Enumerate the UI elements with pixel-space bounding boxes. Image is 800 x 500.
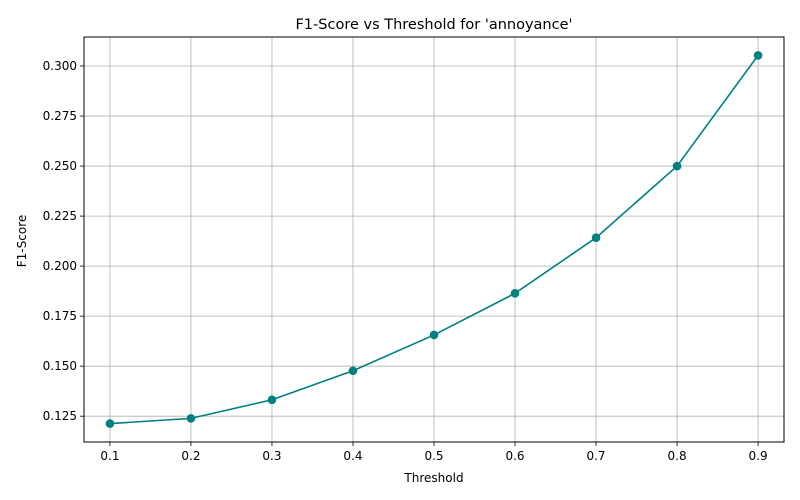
series-layer (105, 51, 763, 428)
y-tick-label: 0.175 (43, 309, 77, 323)
data-point (429, 330, 439, 340)
y-tick-label: 0.225 (43, 209, 77, 223)
axis-ticks: 0.1 0.2 0.3 0.4 0.5 0.6 0.7 0.8 0.9 0.125 0.150 0.1… (43, 59, 768, 463)
x-tick-label: 0.5 (424, 449, 443, 463)
grid-lines (84, 37, 784, 442)
y-tick-label: 0.275 (43, 109, 77, 123)
x-tick-label: 0.6 (505, 449, 524, 463)
y-axis-label: F1-Score (15, 215, 29, 267)
data-point (591, 233, 601, 242)
x-tick-label: 0.4 (343, 449, 362, 463)
y-tick-label: 0.300 (43, 59, 77, 73)
y-tick-label: 0.150 (43, 359, 77, 373)
data-point (186, 414, 196, 423)
x-tick-label: 0.9 (749, 449, 768, 463)
data-point (348, 366, 358, 376)
x-axis-label: Threshold (403, 471, 463, 485)
data-point (105, 419, 115, 428)
x-tick-label: 0.7 (586, 449, 605, 463)
x-tick-label: 0.8 (668, 449, 687, 463)
chart-title: F1-Score vs Threshold for 'annoyance' (295, 17, 572, 33)
x-tick-label: 0.3 (262, 449, 281, 463)
y-tick-label: 0.125 (43, 409, 77, 423)
y-tick-label: 0.200 (43, 259, 77, 273)
data-point (753, 51, 763, 60)
data-point (510, 289, 520, 298)
data-point (267, 395, 277, 405)
data-point (672, 161, 682, 171)
x-tick-label: 0.2 (181, 449, 200, 463)
x-tick-label: 0.1 (100, 449, 119, 463)
y-tick-label: 0.250 (43, 159, 77, 173)
